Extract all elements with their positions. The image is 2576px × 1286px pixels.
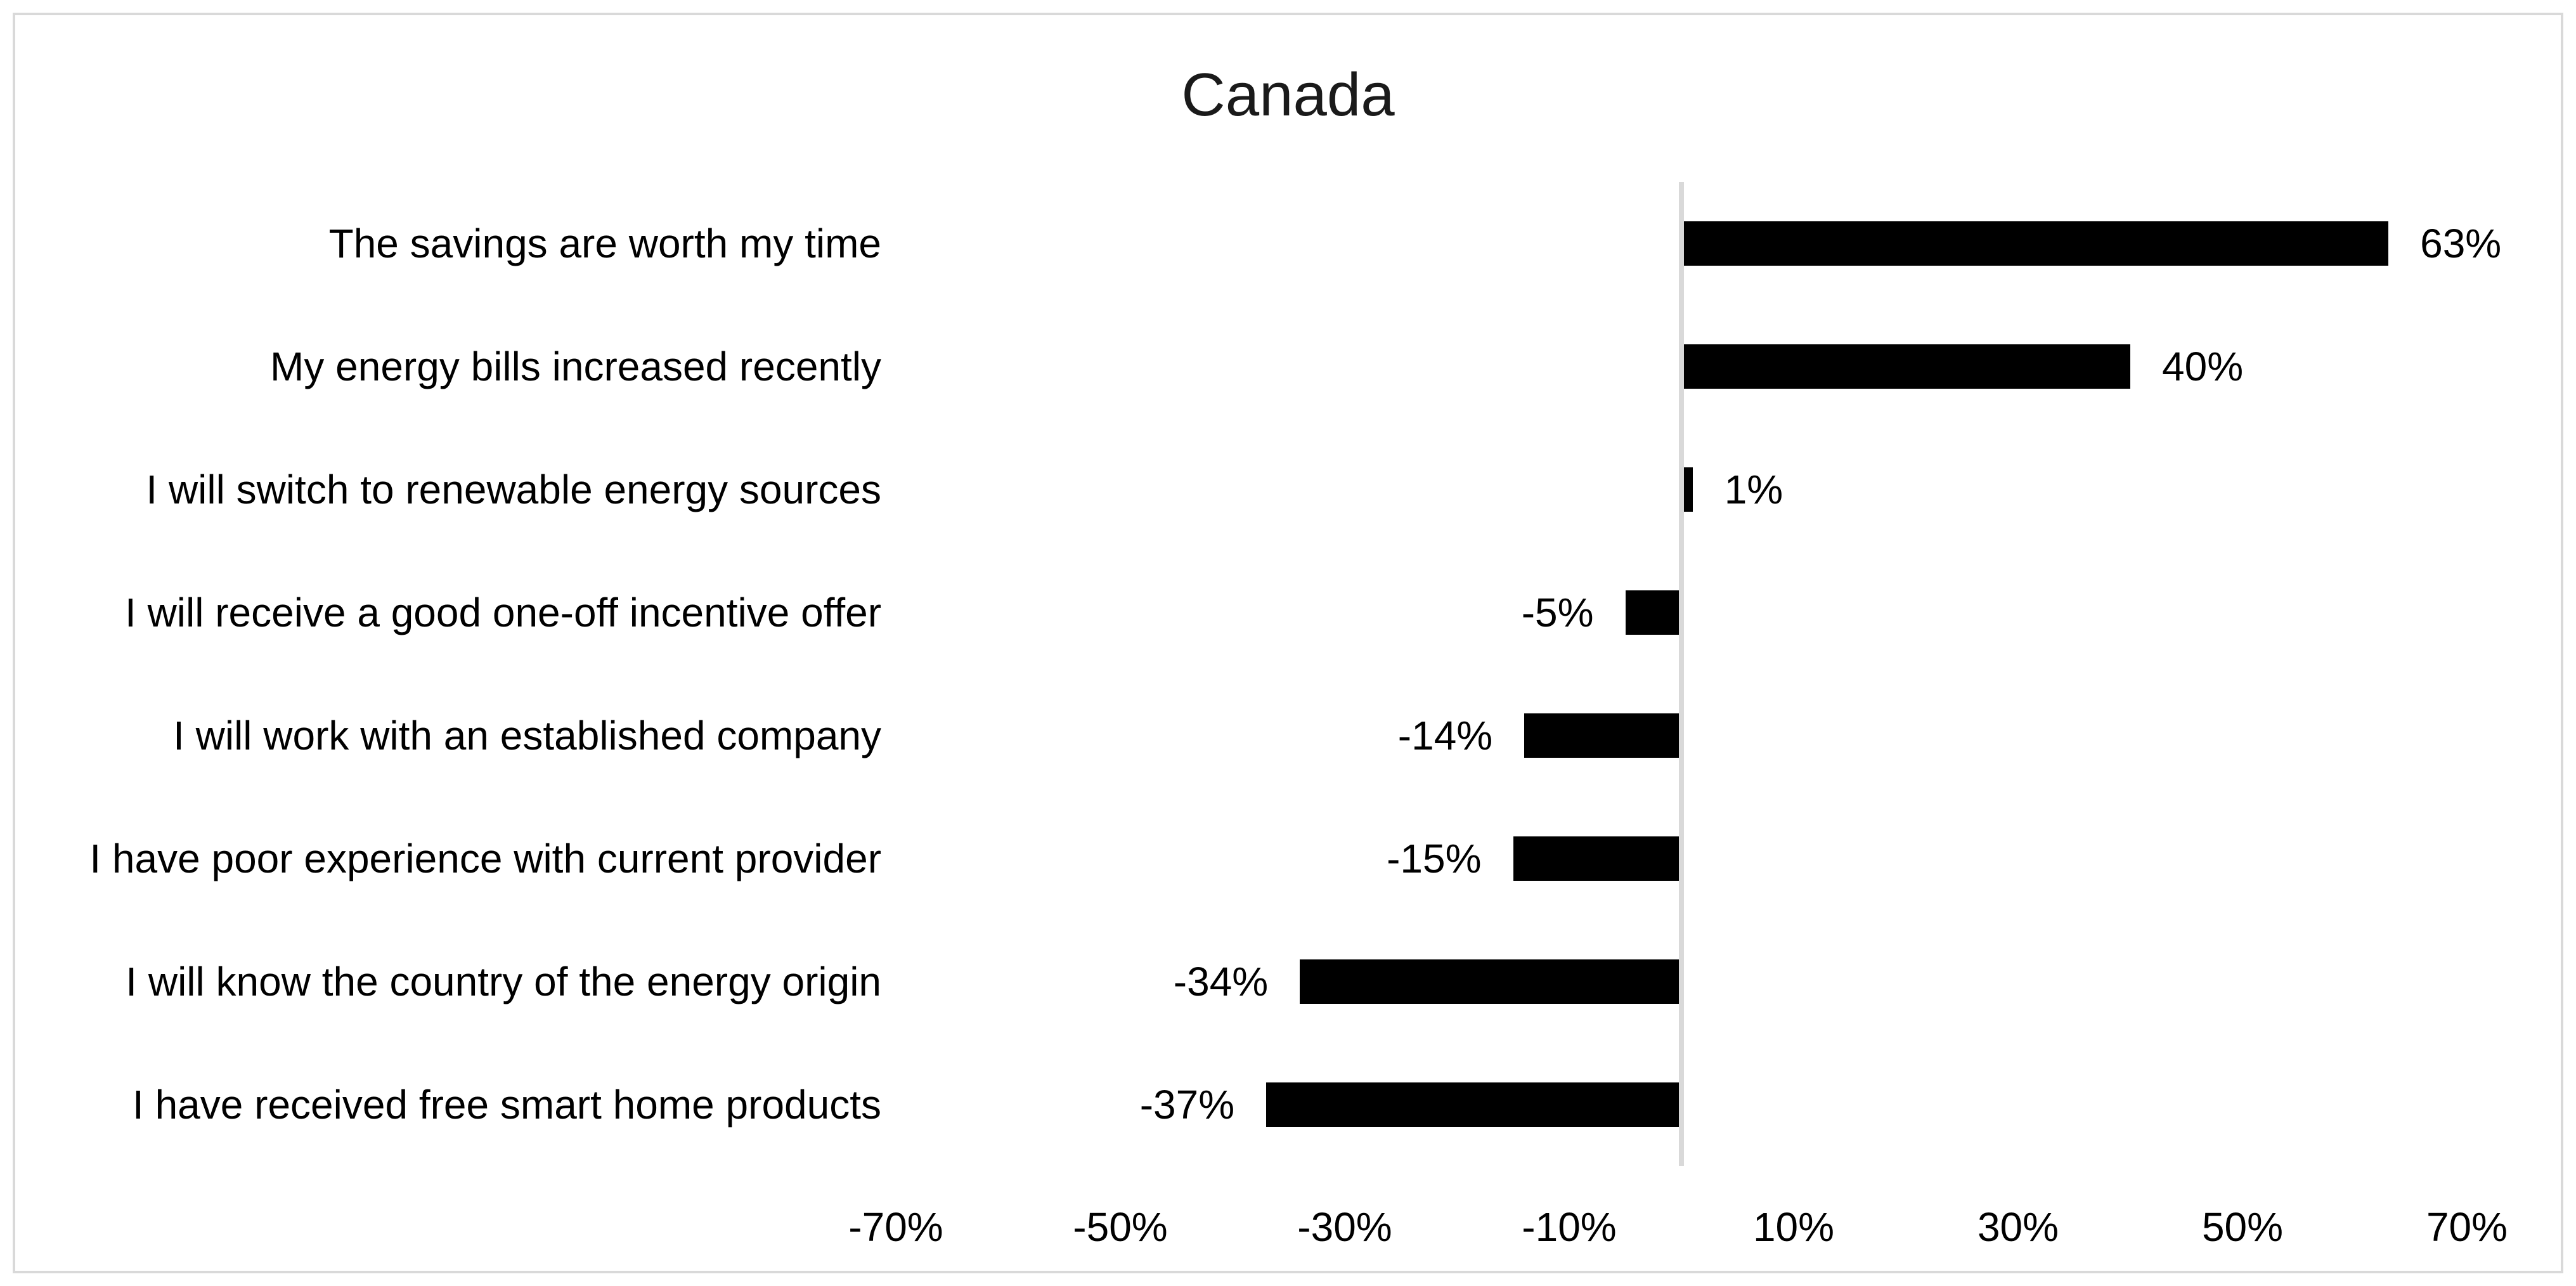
bar [1300, 959, 1681, 1004]
bar [1524, 713, 1681, 758]
x-tick-label: 30% [1977, 1204, 2059, 1250]
category-label: I will receive a good one-off incentive … [125, 590, 881, 635]
x-tick-label: -70% [848, 1204, 943, 1250]
category-label: I have received free smart home products [133, 1082, 881, 1127]
bar [1625, 590, 1681, 635]
bar-value-label: -14% [1397, 713, 1493, 758]
bar [1513, 836, 1681, 881]
bar-value-label: 1% [1724, 467, 1783, 512]
bar-value-label: 63% [2420, 221, 2502, 266]
bar [1681, 467, 1693, 512]
zero-axis-line [1679, 182, 1684, 1166]
bar-value-label: -15% [1387, 836, 1482, 881]
bar-value-label: -5% [1521, 590, 1594, 635]
category-label: I have poor experience with current prov… [89, 836, 881, 881]
category-label: I will switch to renewable energy source… [146, 467, 881, 512]
category-label: My energy bills increased recently [270, 344, 881, 389]
bar-value-label: -37% [1139, 1082, 1235, 1127]
bar [1681, 221, 2389, 266]
x-tick-label: 50% [2201, 1204, 2284, 1250]
bar [1266, 1082, 1681, 1127]
x-tick-label: -10% [1522, 1204, 1617, 1250]
x-tick-label: 70% [2426, 1204, 2508, 1250]
x-tick-label: 10% [1752, 1204, 1835, 1250]
plot-area: 63% 40% 1% -5% -14% -15% -34% -37% [896, 182, 2501, 1166]
bar [1681, 344, 2130, 389]
category-label: I will work with an established company [173, 713, 881, 758]
bar-value-label: 40% [2162, 344, 2244, 389]
x-tick-label: -30% [1297, 1204, 1392, 1250]
category-label: The savings are worth my time [328, 221, 881, 266]
x-tick-label: -50% [1073, 1204, 1168, 1250]
bar-value-label: -34% [1173, 959, 1269, 1004]
chart-title: Canada [1181, 61, 1395, 129]
category-label: I will know the country of the energy or… [126, 959, 881, 1004]
